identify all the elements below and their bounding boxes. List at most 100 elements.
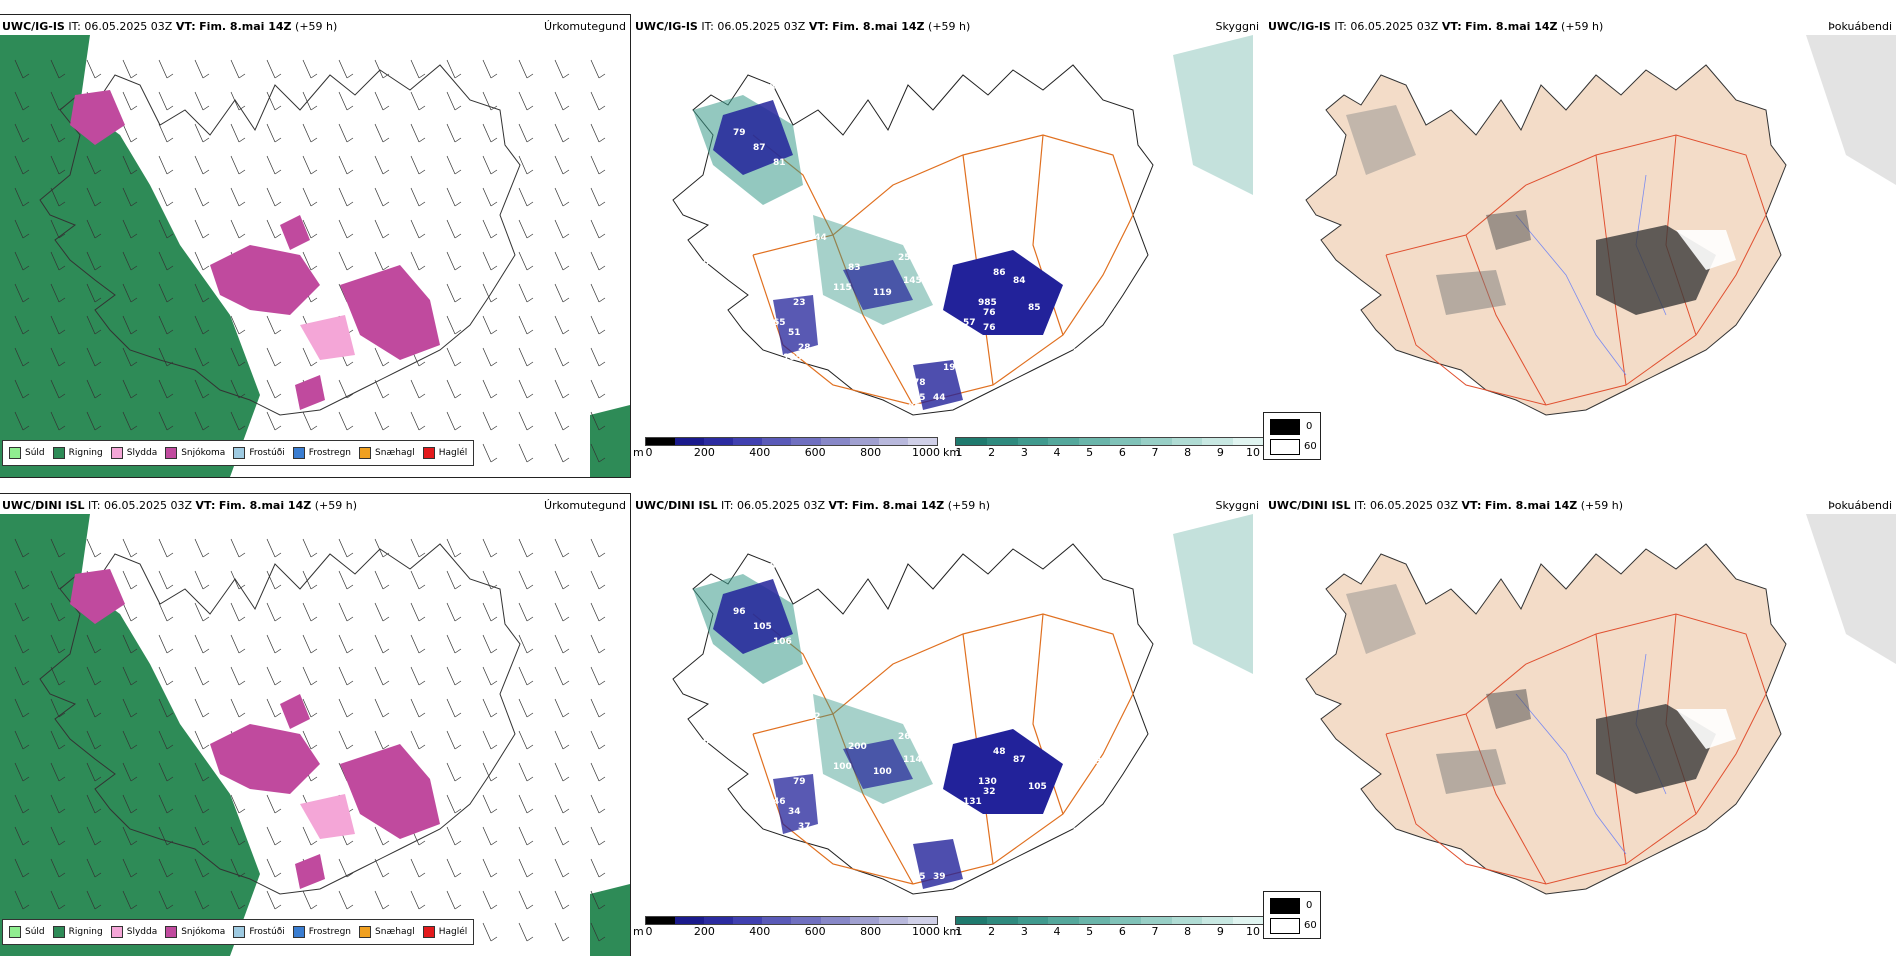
cloud-base-label: 57 (963, 318, 976, 328)
panel-title: UWC/IG-IS IT: 06.05.2025 03Z VT: Fim. 8.… (2, 20, 338, 33)
colorbar-bin (1109, 438, 1141, 445)
colorbar-tick: 600 (804, 446, 826, 459)
colorbar-bin (1017, 917, 1049, 924)
colorbar-tick: 10 (1246, 446, 1260, 459)
cloud-base-label: 100 (833, 762, 852, 772)
cloud-base-label: 51 (898, 837, 911, 847)
fog-index-legend: 0 60 (1263, 412, 1321, 460)
colorbar-bin (733, 917, 763, 924)
legend-item: Frostregn (292, 447, 352, 459)
colorbar-bin (675, 917, 705, 924)
colorbar-bin (733, 438, 763, 445)
colorbar-bin (986, 438, 1018, 445)
colorbar-bin (675, 438, 705, 445)
colorbar-bin (956, 917, 987, 924)
fog-legend-swatch-dark (1270, 898, 1300, 914)
legend-label: Slydda (126, 448, 158, 458)
legend-swatch (52, 447, 65, 459)
cloud-base-label: 62 (808, 712, 821, 722)
cloud-base-colorbar: m 0 200 400 600 800 1000 (633, 437, 940, 463)
legend-swatch (165, 447, 178, 459)
legend-item: Súld (9, 447, 45, 459)
fog-legend-label: 0 (1306, 421, 1313, 432)
cloud-base-label: 344 (808, 233, 827, 243)
legend-swatch (165, 926, 178, 938)
cloud-base-label: 57 (748, 243, 761, 253)
colorbar-unit: m (633, 925, 644, 938)
cloud-base-label: 76 (983, 308, 996, 318)
colorbar-bin (1109, 917, 1141, 924)
colorbar-tick: 1 (955, 925, 963, 938)
visibility-colorbar: km 1 2 3 4 5 6 7 8 9 10 (943, 916, 1265, 942)
colorbar-tick: 3 (1020, 925, 1028, 938)
legend-swatch (292, 926, 305, 938)
legend-swatch (422, 447, 435, 459)
cloud-base-label: 131 (963, 797, 982, 807)
cloud-base-label: 65 (773, 318, 786, 328)
cloud-base-label: 145 (903, 276, 922, 286)
colorbar-bin (878, 917, 908, 924)
colorbar-bin (1233, 917, 1264, 924)
cloud-base-label: 119 (873, 288, 892, 298)
colorbar-bin (820, 917, 850, 924)
colorbar-bin (849, 438, 879, 445)
colorbar-bin (704, 917, 734, 924)
legend-label: Snjókoma (181, 927, 226, 937)
legend-item: Haglél (422, 447, 467, 459)
colorbar-bin (1140, 917, 1172, 924)
colorbar-bin (646, 917, 676, 924)
panel-field-label: Úrkomutegund (544, 20, 626, 33)
legend-item: Frostregn (292, 926, 351, 938)
colorbar-tick: 2 (988, 925, 996, 938)
cloud-base-label: 11 (1113, 308, 1126, 318)
colorbar-bin (1140, 438, 1172, 445)
fog-index-map (1266, 494, 1896, 956)
colorbar-bin (907, 438, 937, 445)
colorbar-tick: 200 (693, 925, 715, 938)
cloud-panel-row1: UWC/IG-IS IT: 06.05.2025 03Z VT: Fim. 8.… (633, 15, 1263, 477)
colorbar-bin (1171, 438, 1203, 445)
cloud-base-label: 28 (798, 343, 811, 353)
legend-swatch (292, 447, 305, 459)
colorbar-bin (1079, 438, 1110, 445)
legend-item: Frostúði (233, 926, 285, 938)
colorbar-bin (1202, 438, 1234, 445)
colorbar-bin (986, 917, 1018, 924)
fog-legend-label: 60 (1304, 920, 1317, 931)
cloud-base-label: 73 (763, 83, 776, 93)
colorbar-tick: 1000 (912, 446, 940, 459)
cloud-base-label: 96 (733, 607, 746, 617)
cloud-base-label: 34 (788, 807, 801, 817)
colorbar-unit: km (943, 925, 961, 938)
panel-field-label: Skyggni (1215, 499, 1259, 512)
visibility-colorbar: km 1 2 3 4 5 6 7 8 9 10 (943, 437, 1265, 463)
legend-label: Súld (25, 927, 45, 937)
legend-item: Frostúði (233, 447, 285, 459)
colorbar-tick: 600 (804, 925, 826, 938)
colorbar-tick: 4 (1053, 446, 1061, 459)
colorbar-bin (820, 438, 850, 445)
fog-legend-label: 0 (1306, 900, 1313, 911)
colorbar-unit: km (943, 446, 961, 459)
legend-label: Frostregn (308, 448, 352, 458)
fog-legend-swatch-dark (1270, 419, 1300, 435)
colorbar-bin (1233, 438, 1264, 445)
cloud-base-label: 85 (1028, 303, 1041, 313)
fog-index-legend: 0 60 (1263, 891, 1321, 939)
colorbar-strip (645, 437, 938, 446)
legend-label: Snjókoma (181, 448, 226, 458)
cloud-base-label: 115 (833, 283, 852, 293)
colorbar-tick: 10 (1246, 925, 1260, 938)
legend-item: Snjókoma (165, 926, 225, 938)
cloud-base-label: 85 (793, 687, 806, 697)
colorbar-bin (1048, 917, 1080, 924)
cloud-base-label: 39 (933, 872, 946, 882)
colorbar-bin (956, 438, 987, 445)
legend-label: Snæhagl (375, 927, 415, 937)
cloud-base-label: 78 (913, 378, 926, 388)
legend-item: Súld (9, 926, 45, 938)
cloud-base-label: 100 (763, 562, 782, 572)
cloud-base-label: 23 (793, 298, 806, 308)
colorbar-bin (878, 438, 908, 445)
cloud-base-label: 130 (978, 777, 997, 787)
